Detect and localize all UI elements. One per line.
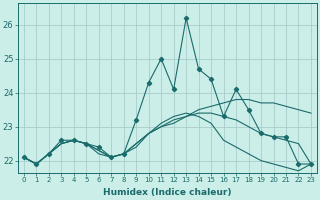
- X-axis label: Humidex (Indice chaleur): Humidex (Indice chaleur): [103, 188, 232, 197]
